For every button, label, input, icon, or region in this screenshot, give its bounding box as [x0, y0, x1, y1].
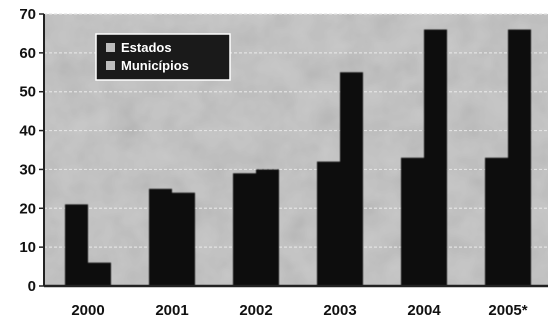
bar-estados-2002 [233, 173, 256, 286]
bar-municipios-2001 [172, 192, 195, 286]
legend-swatch-municipios [106, 61, 115, 70]
bar-estados-2005 [485, 157, 508, 286]
y-tick-label: 10 [19, 239, 36, 256]
y-tick-label: 40 [19, 123, 36, 140]
legend: Estados Municípios [95, 33, 231, 81]
legend-label-estados: Estados [121, 40, 172, 55]
bar-estados-2001 [149, 188, 172, 286]
bar-estados-2003 [317, 161, 340, 286]
bar-municipios-2002 [256, 169, 279, 286]
x-tick-label: 2005* [488, 302, 527, 319]
x-tick-label: 2001 [155, 302, 188, 319]
legend-swatch-estados [106, 43, 115, 52]
y-tick-label: 70 [19, 6, 36, 23]
gridlines [44, 13, 548, 248]
bar-estados-2000 [65, 204, 88, 286]
y-tick-labels: 0 10 20 30 40 50 60 70 [19, 6, 44, 295]
x-tick-label: 2004 [407, 302, 441, 319]
bars [65, 29, 531, 287]
y-tick-label: 20 [19, 200, 36, 217]
bar-estados-2004 [401, 157, 424, 286]
y-tick-label: 60 [19, 45, 36, 62]
y-tick-label: 30 [19, 161, 36, 178]
x-tick-label: 2003 [323, 302, 356, 319]
x-tick-labels: 2000 2001 2002 2003 2004 2005* [71, 302, 527, 319]
bar-municipios-2003 [340, 72, 363, 287]
legend-label-municipios: Municípios [121, 58, 189, 73]
y-tick-label: 50 [19, 84, 36, 101]
y-tick-label: 0 [28, 278, 36, 295]
x-tick-label: 2002 [239, 302, 272, 319]
bar-municipios-2005 [508, 29, 531, 287]
bar-municipios-2000 [88, 262, 111, 286]
bar-municipios-2004 [424, 29, 447, 287]
x-tick-label: 2000 [71, 302, 104, 319]
legend-box [95, 33, 231, 81]
